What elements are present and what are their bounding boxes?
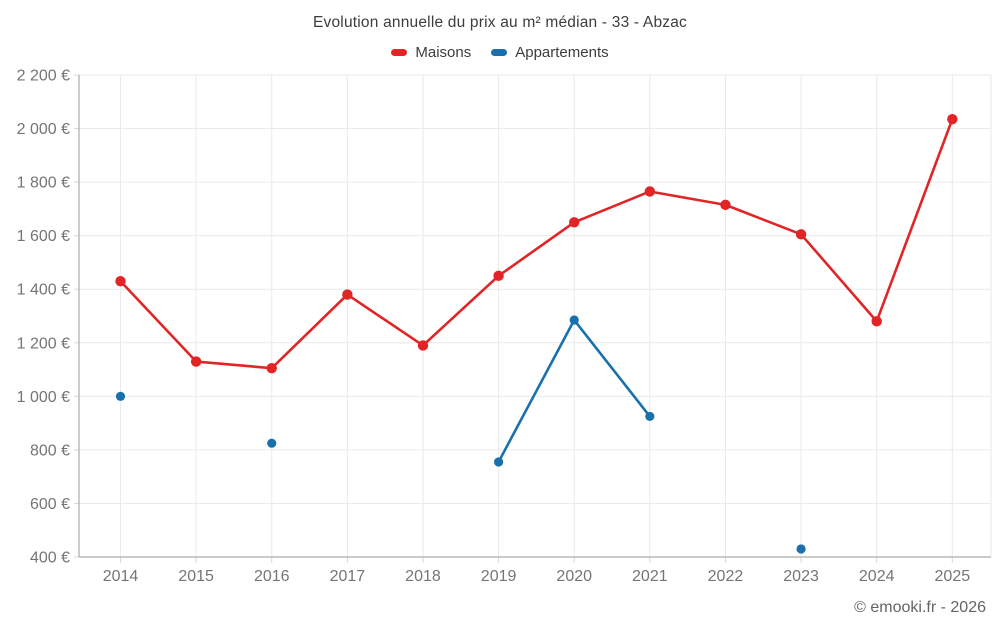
y-tick-label: 1 000 €	[17, 389, 70, 406]
point-maisons-2016[interactable]	[266, 363, 277, 374]
point-maisons-2015[interactable]	[190, 356, 202, 367]
y-tick-label: 1 200 €	[17, 335, 70, 352]
y-tick-label: 1 800 €	[17, 175, 70, 192]
point-appartements-2023[interactable]	[796, 544, 806, 554]
x-tick-label: 2017	[330, 568, 366, 585]
x-tick-label: 2020	[556, 568, 592, 585]
y-tick-label: 2 200 €	[17, 68, 70, 85]
legend-item-maisons[interactable]: Maisons	[391, 44, 471, 61]
legend-swatch-appartements	[491, 49, 508, 56]
point-appartements-2020[interactable]	[569, 315, 579, 325]
series-line-maisons	[119, 117, 954, 370]
x-tick-label: 2023	[783, 568, 819, 585]
point-maisons-2019[interactable]	[493, 270, 504, 282]
point-maisons-2014[interactable]	[115, 275, 126, 287]
x-tick-label: 2018	[405, 568, 441, 585]
x-tick-label: 2025	[935, 568, 971, 585]
y-tick-label: 1 600 €	[17, 228, 70, 245]
point-maisons-2022[interactable]	[720, 199, 731, 211]
legend-item-appartements[interactable]: Appartements	[491, 44, 609, 61]
chart-title: Evolution annuelle du prix au m² médian …	[313, 14, 687, 31]
x-tick-label: 2021	[632, 568, 668, 585]
x-tick-label: 2022	[708, 568, 744, 585]
x-tick-label: 2016	[254, 568, 290, 585]
x-tick-label: 2024	[859, 568, 895, 585]
point-maisons-2023[interactable]	[795, 229, 807, 240]
point-maisons-2024[interactable]	[871, 316, 882, 327]
legend-swatch-maisons	[391, 49, 408, 56]
x-tick-label: 2014	[103, 568, 139, 585]
y-tick-label: 600 €	[30, 496, 70, 513]
y-tick-label: 1 400 €	[17, 282, 70, 299]
legend: Maisons Appartements	[0, 44, 1000, 61]
point-maisons-2021[interactable]	[644, 186, 656, 197]
x-tick-label: 2015	[178, 568, 214, 585]
point-maisons-2017[interactable]	[342, 289, 353, 300]
y-tick-label: 800 €	[30, 442, 70, 459]
point-maisons-2018[interactable]	[417, 340, 429, 351]
point-appartements-2014[interactable]	[115, 391, 126, 401]
y-tick-label: 400 €	[30, 550, 70, 567]
y-tick-label: 2 000 €	[17, 121, 70, 138]
x-tick-label: 2019	[481, 568, 517, 585]
point-appartements-2021[interactable]	[645, 411, 655, 422]
point-appartements-2016[interactable]	[267, 438, 277, 448]
point-maisons-2020[interactable]	[569, 217, 580, 228]
legend-label-maisons: Maisons	[415, 44, 472, 61]
legend-label-appartements: Appartements	[515, 44, 609, 61]
copyright: © emooki.fr - 2026	[854, 599, 986, 616]
point-maisons-2025[interactable]	[947, 113, 958, 125]
point-appartements-2019[interactable]	[494, 457, 504, 467]
